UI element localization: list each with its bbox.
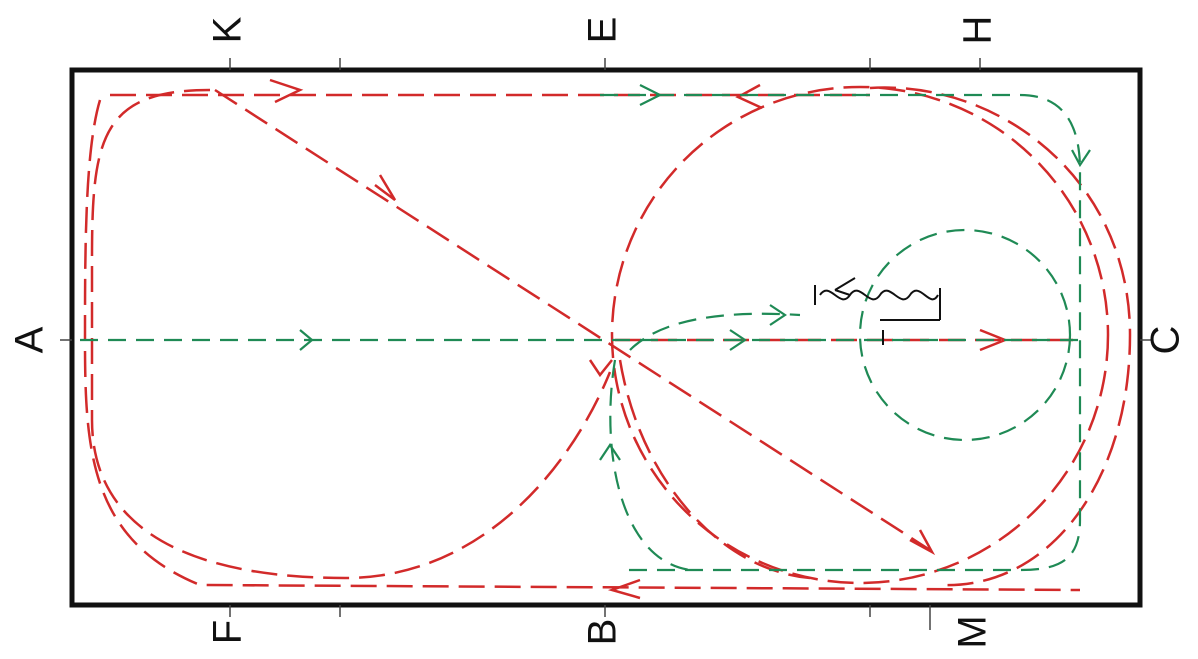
arena-letters: A C K E H F B M: [8, 16, 1188, 649]
red-routes: [83, 78, 1132, 600]
halt-symbol: [814, 277, 941, 345]
arena-letter: F: [206, 620, 250, 644]
arena-border: [69, 67, 1143, 608]
arena-letter: B: [581, 619, 625, 646]
arena-letter: M: [951, 615, 995, 648]
arena-letter: K: [206, 16, 250, 43]
green-routes: [80, 84, 1091, 572]
fence-ticks: [60, 58, 1152, 630]
arena-letter: E: [581, 17, 625, 44]
arena-letter: C: [1144, 326, 1188, 355]
arena-letter: A: [8, 326, 52, 353]
arena-letter: H: [956, 16, 1000, 45]
